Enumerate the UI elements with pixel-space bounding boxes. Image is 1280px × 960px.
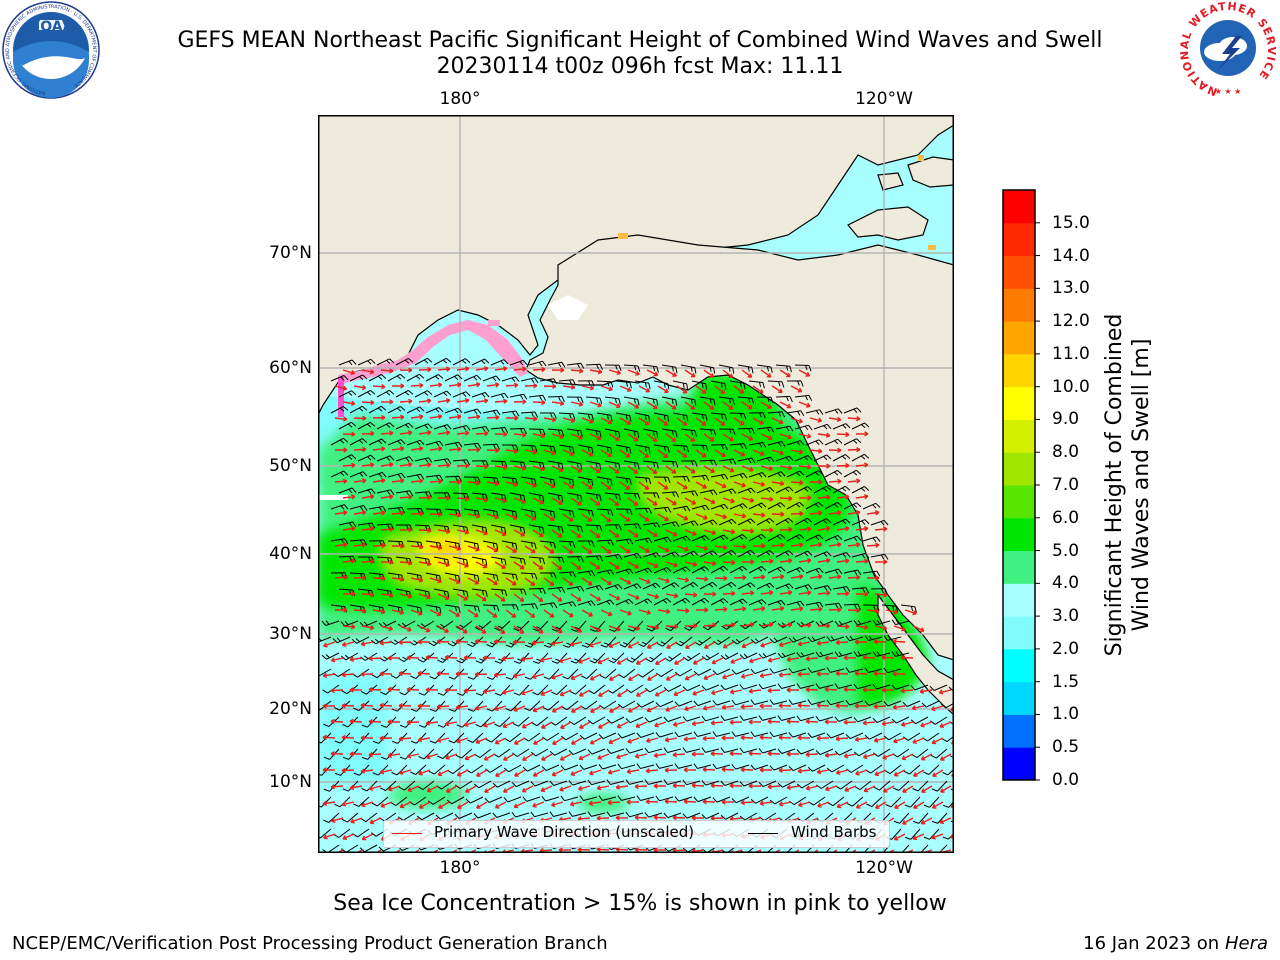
svg-text:★ ★ ★: ★ ★ ★ [1215,87,1242,96]
colorbar-label-line2: Wind Waves and Swell [m] [1129,338,1154,632]
wave-direction-arrows [322,366,954,853]
colorbar-segment [1003,353,1035,388]
colorbar-tick-label: 7.0 [1052,475,1080,495]
colorbar-segment [1003,288,1035,322]
colorbar-segment [1003,681,1035,715]
colorbar-tick-label: 9.0 [1052,409,1080,430]
colorbar-segment [1003,386,1035,420]
colorbar-label-line1: Significant Height of Combined [1102,313,1127,657]
lon-label-bottom-180: 180° [439,858,481,878]
national-weather-service-logo: NATIONAL WEATHER SERVICE ★ ★ ★ [1178,0,1277,98]
colorbar-segment [1003,648,1035,683]
colorbar-tick-label: 10.0 [1052,376,1090,397]
noaa-logo: NOAA NATIONAL OCEANIC AND ATMOSPHERIC AD… [2,1,100,99]
lat-label-70n: 70°N [269,243,312,263]
lat-label-10n: 10°N [269,772,312,792]
colorbar-segment [1003,190,1035,224]
colorbar-segment [1003,714,1035,748]
colorbar-tick-label: 4.0 [1052,573,1080,594]
colorbar-tick-label: 0.0 [1052,770,1080,790]
colorbar-tick-label: 2.0 [1052,638,1080,659]
map-title: GEFS MEAN Northeast Pacific Significant … [177,28,1103,53]
footer-date: 16 Jan 2023 on Hera [1083,933,1268,954]
colorbar-segment [1003,452,1035,486]
colorbar-tick-label: 14.0 [1052,245,1090,266]
wave-direction-legend-label: Primary Wave Direction (unscaled) [434,823,695,841]
wind-barbs-legend-line [748,833,778,834]
colorbar-tick-label: 1.5 [1052,671,1080,692]
colorbar-segment [1003,255,1035,289]
colorbar [1002,189,1040,781]
colorbar-segment [1003,517,1035,552]
lon-label-top-120w: 120°W [855,89,913,109]
wind-barbs-legend-label: Wind Barbs [791,823,877,841]
lat-label-50n: 50°N [269,456,312,476]
colorbar-tick-label: 3.0 [1052,606,1080,627]
lon-label-top-180: 180° [439,89,481,109]
colorbar-segment [1003,222,1035,257]
footer-date-text: 16 Jan 2023 on [1083,933,1225,954]
colorbar-tick-label: 0.5 [1052,737,1080,758]
footer-machine: Hera [1224,933,1268,954]
colorbar-tick-label: 6.0 [1052,507,1080,528]
lat-label-60n: 60°N [269,358,312,378]
wave-arrow-paths [322,366,954,853]
colorbar-segment [1003,747,1035,781]
colorbar-segment [1003,616,1035,650]
colorbar-segment [1003,550,1035,584]
colorbar-segment [1003,583,1035,617]
wave-height-map [318,115,954,853]
sea-ice [338,155,936,417]
colorbar-segment [1003,485,1035,519]
lat-label-30n: 30°N [269,624,312,644]
colorbar-segment [1003,321,1035,355]
sea-ice-note: Sea Ice Concentration > 15% is shown in … [333,891,947,916]
colorbar-segment [1003,419,1035,453]
colorbar-tick-label: 15.0 [1052,212,1090,233]
lat-label-20n: 20°N [269,699,312,719]
lon-label-bottom-120w: 120°W [855,858,913,878]
noaa-logo-text: NOAA [29,19,74,35]
footer-credit: NCEP/EMC/Verification Post Processing Pr… [12,933,608,954]
map-frame [318,115,954,853]
colorbar-label: Significant Height of Combined Wind Waves… [1101,235,1155,735]
colorbar-tick-label: 1.0 [1052,704,1080,725]
colorbar-tick-label: 11.0 [1052,343,1090,364]
lat-label-40n: 40°N [269,544,312,564]
map-legend: Primary Wave Direction (unscaled) Wind B… [383,820,890,848]
colorbar-tick-label: 5.0 [1052,540,1080,561]
wave-direction-legend-line [392,833,422,834]
colorbar-tick-label: 12.0 [1052,311,1090,332]
colorbar-tick-label: 13.0 [1052,278,1090,299]
map-subtitle: 20230114 t00z 096h fcst Max: 11.11 [436,54,844,79]
colorbar-tick-label: 8.0 [1052,442,1080,463]
